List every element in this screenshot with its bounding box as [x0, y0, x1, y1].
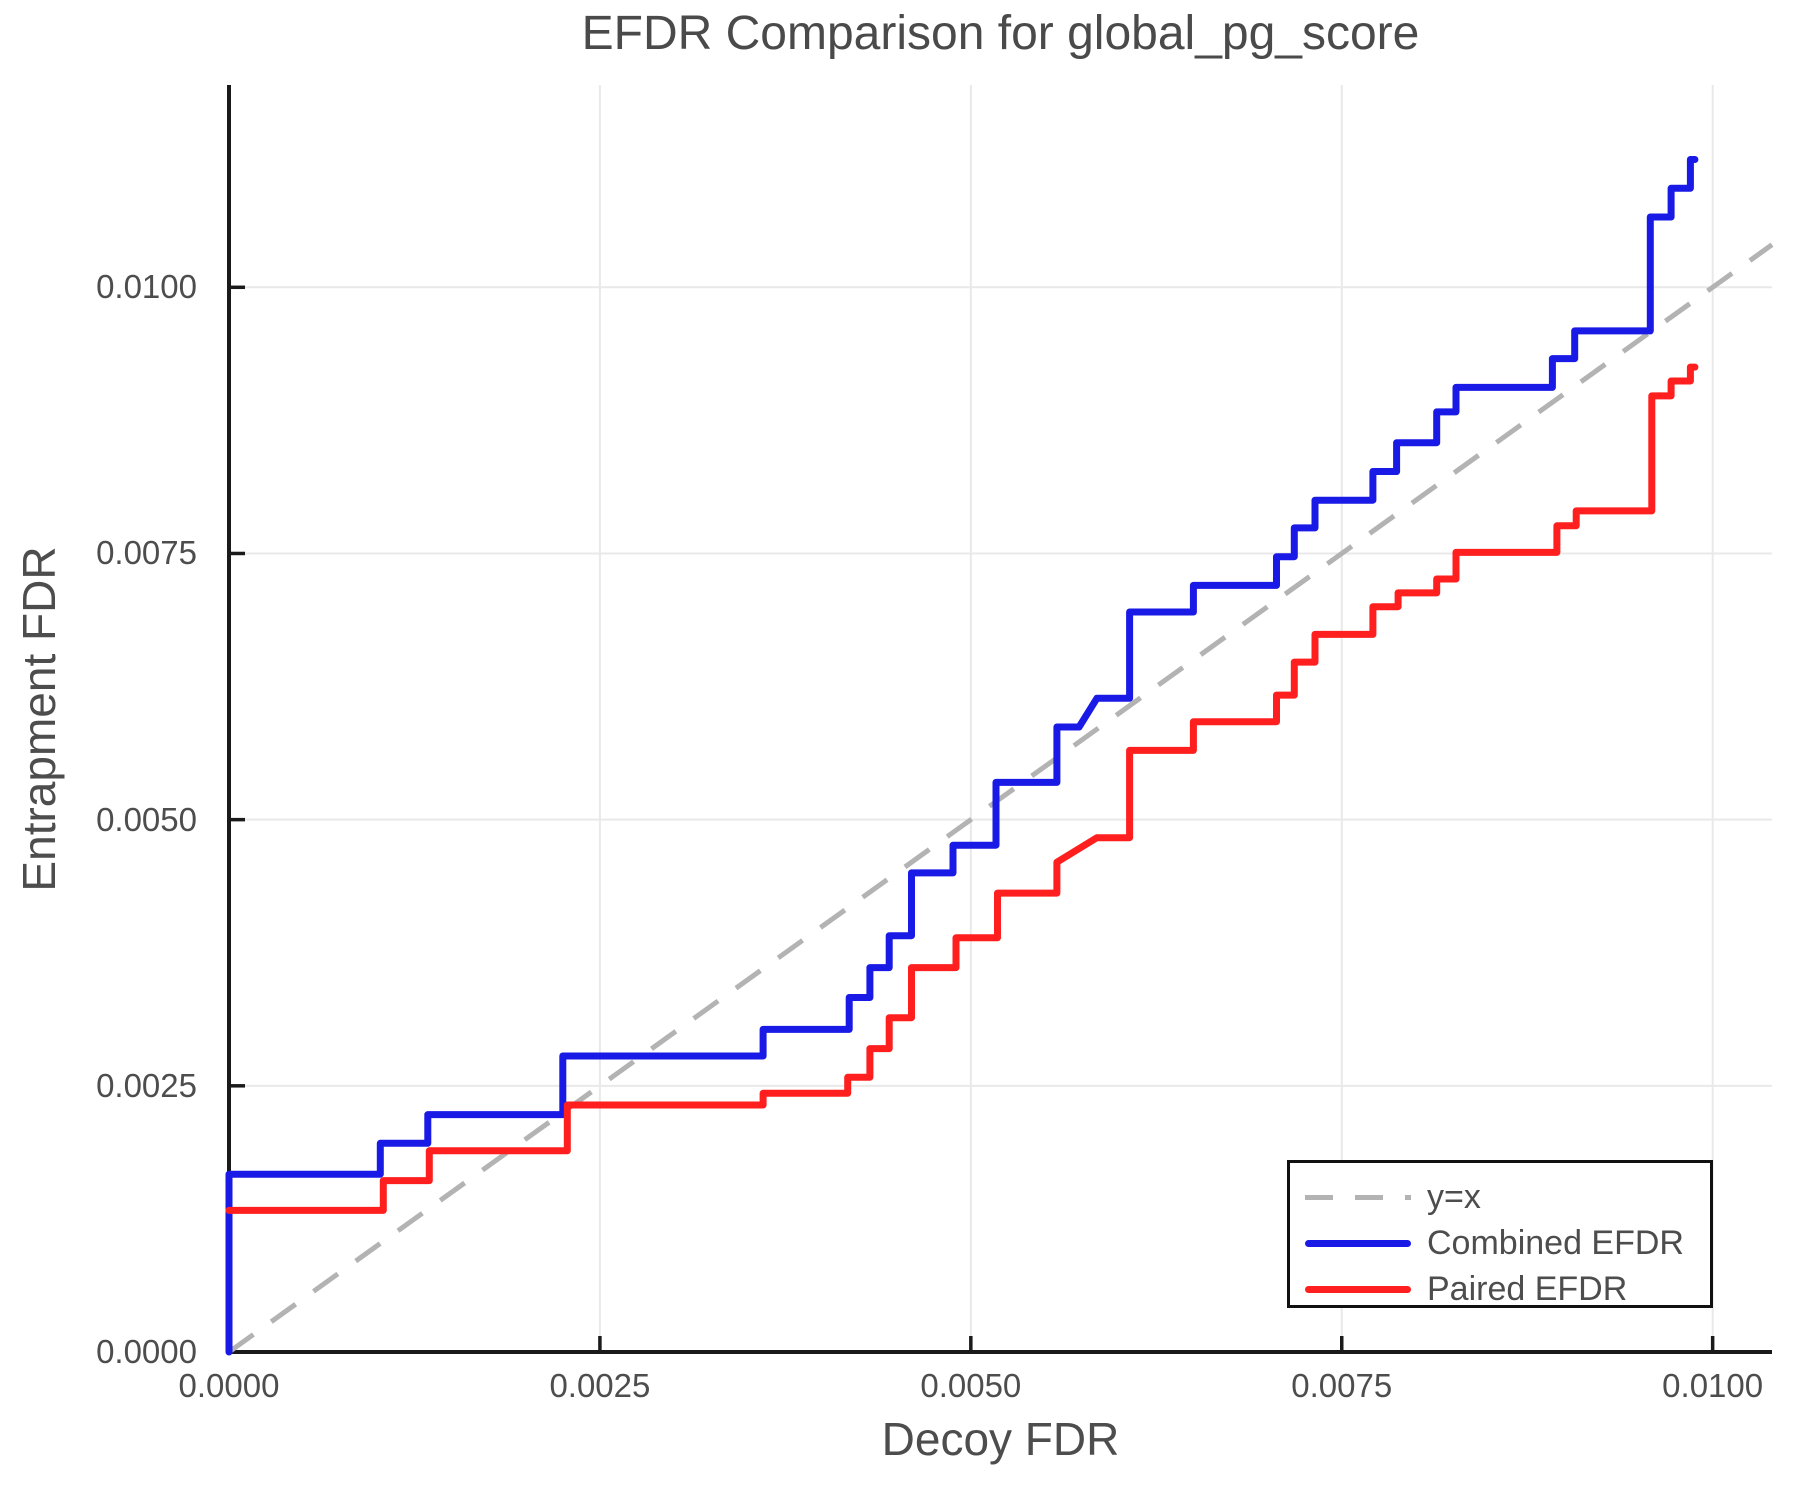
y-tick-label: 0.0050	[96, 800, 197, 838]
blue-line-swatch	[1305, 1239, 1411, 1247]
legend-item-yx: y=x	[1290, 1174, 1710, 1220]
legend: y=x Combined EFDR Paired EFDR	[1287, 1160, 1713, 1308]
x-tick-label: 0.0100	[1662, 1367, 1764, 1404]
y-tick-label: 0.0000	[96, 1333, 197, 1370]
red-line-swatch	[1305, 1285, 1411, 1293]
x-axis-label: Decoy FDR	[881, 1413, 1120, 1465]
y-tick-label: 0.0025	[96, 1066, 197, 1104]
x-tick-label: 0.0075	[1291, 1367, 1393, 1404]
legend-item-combined-efdr: Combined EFDR	[1290, 1220, 1710, 1266]
y-equals-x-line	[227, 242, 1774, 1355]
y-axis-label: Entrapment FDR	[13, 546, 65, 892]
x-tick-label: 0.0050	[920, 1367, 1022, 1404]
y-tick-label: 0.0075	[96, 534, 197, 572]
legend-label: Combined EFDR	[1427, 1223, 1684, 1262]
paired-efdr-curve	[225, 363, 1699, 1214]
legend-label: Paired EFDR	[1427, 1269, 1628, 1308]
legend-item-paired-efdr: Paired EFDR	[1290, 1266, 1710, 1312]
y-tick-label: 0.0100	[96, 268, 197, 306]
legend-label: y=x	[1427, 1177, 1481, 1216]
dashed-line-swatch	[1305, 1194, 1411, 1200]
x-tick-label: 0.0000	[178, 1367, 280, 1404]
chart-title: EFDR Comparison for global_pg_score	[581, 7, 1420, 60]
combined-efdr-curve	[225, 156, 1699, 1356]
x-tick-label: 0.0025	[549, 1367, 651, 1404]
